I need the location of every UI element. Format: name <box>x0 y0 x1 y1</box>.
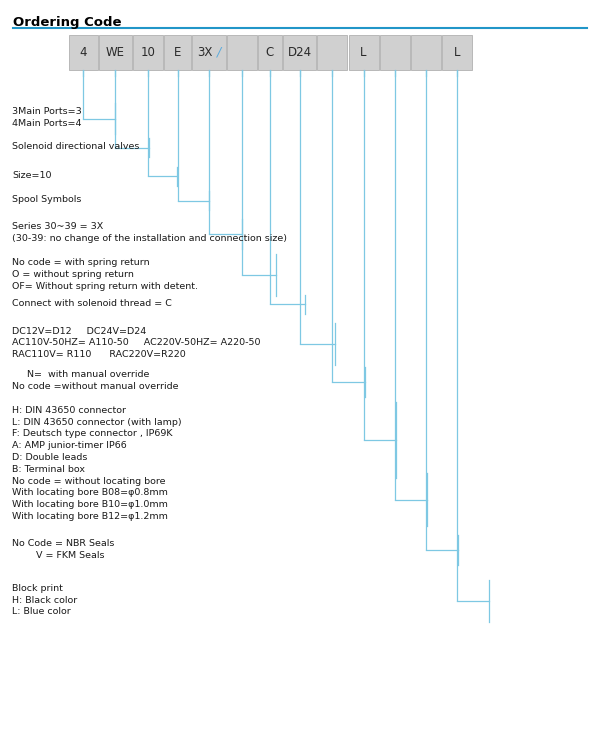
Bar <box>442 35 472 70</box>
Bar <box>380 35 410 70</box>
Text: D24: D24 <box>287 46 312 59</box>
Text: DC12V=D12     DC24V=D24
AC110V-50HZ= A110-50     AC220V-50HZ= A220-50
RAC110V= R: DC12V=D12 DC24V=D24 AC110V-50HZ= A110-50… <box>12 327 260 359</box>
Text: Block print
H: Black color
L: Blue color: Block print H: Black color L: Blue color <box>12 584 77 616</box>
Text: No code = without locating bore
With locating bore B08=φ0.8mm
With locating bore: No code = without locating bore With loc… <box>12 477 168 521</box>
Text: 4: 4 <box>80 46 87 59</box>
Text: Ordering Code: Ordering Code <box>13 16 122 30</box>
Bar <box>192 35 226 70</box>
Text: Solenoid directional valves: Solenoid directional valves <box>12 142 139 151</box>
Text: E: E <box>174 46 181 59</box>
Text: L: L <box>361 46 367 59</box>
Text: N=  with manual override
No code =without manual override: N= with manual override No code =without… <box>12 370 179 391</box>
Text: /: / <box>217 46 221 59</box>
Bar <box>69 35 98 70</box>
Text: 3Main Ports=3
4Main Ports=4: 3Main Ports=3 4Main Ports=4 <box>12 107 82 128</box>
Text: 10: 10 <box>141 46 155 59</box>
Text: Spool Symbols: Spool Symbols <box>12 195 82 204</box>
Bar <box>258 35 282 70</box>
Text: Size=10: Size=10 <box>12 171 52 180</box>
Bar <box>227 35 257 70</box>
Bar <box>317 35 347 70</box>
Text: L: L <box>454 46 460 59</box>
Bar <box>164 35 191 70</box>
Bar <box>283 35 316 70</box>
Text: No Code = NBR Seals
        V = FKM Seals: No Code = NBR Seals V = FKM Seals <box>12 539 115 559</box>
Bar <box>133 35 163 70</box>
Bar <box>411 35 441 70</box>
Text: Series 30~39 = 3X
(30-39: no change of the installation and connection size): Series 30~39 = 3X (30-39: no change of t… <box>12 222 287 243</box>
Text: 3X: 3X <box>197 46 212 59</box>
Bar <box>99 35 132 70</box>
Text: No code = with spring return
O = without spring return
OF= Without spring return: No code = with spring return O = without… <box>12 258 198 290</box>
Text: WE: WE <box>106 46 125 59</box>
Text: H: DIN 43650 connector
L: DIN 43650 connector (with lamp)
F: Deutsch type connec: H: DIN 43650 connector L: DIN 43650 conn… <box>12 406 182 474</box>
Text: C: C <box>266 46 274 59</box>
Bar <box>349 35 379 70</box>
Text: Connect with solenoid thread = C: Connect with solenoid thread = C <box>12 299 172 307</box>
